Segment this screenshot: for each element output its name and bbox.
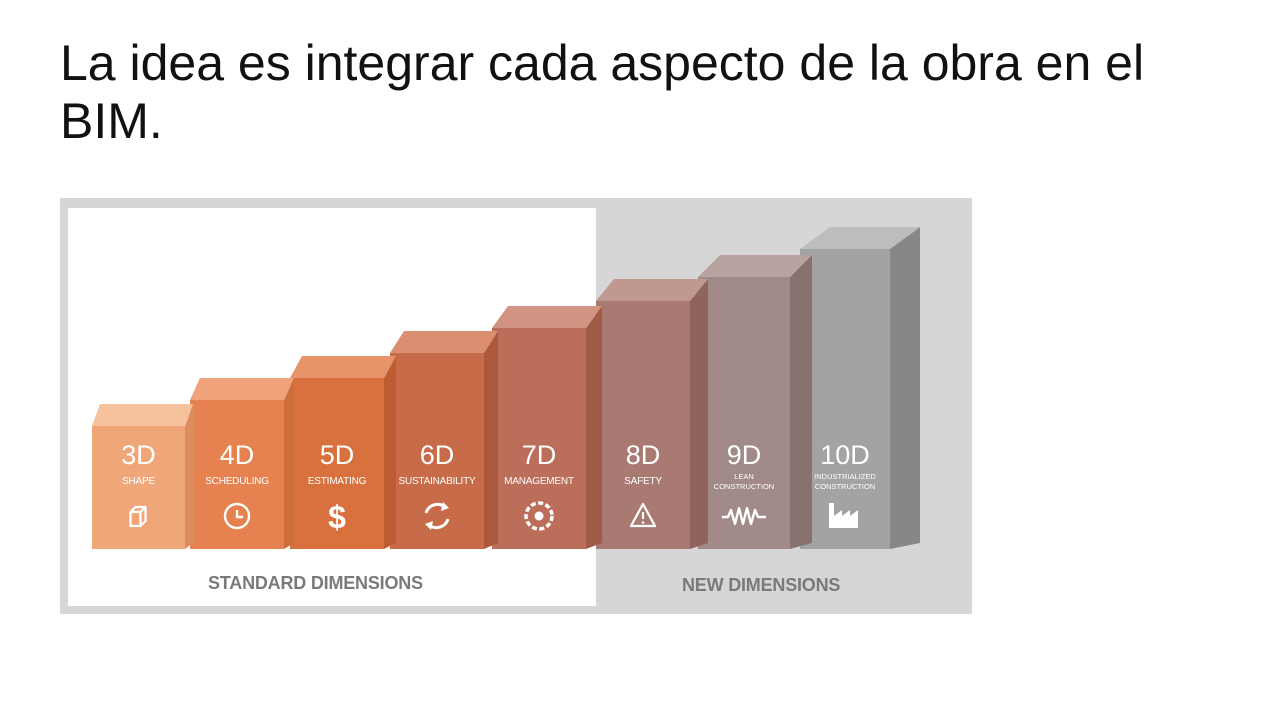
dimension-label: ESTIMATING	[308, 476, 367, 487]
block-side-face	[384, 356, 396, 549]
warning-icon	[629, 502, 657, 528]
dollar-icon: $	[328, 499, 346, 535]
dimension-number: 9D	[727, 440, 762, 470]
dimension-label: MANAGEMENT	[504, 476, 574, 487]
block-top-face	[390, 331, 498, 353]
block-top-face	[92, 404, 193, 426]
block-side-face	[790, 255, 812, 549]
dimension-block-6d: 6D SUSTAINABILITY	[390, 331, 498, 549]
slide-title: La idea es integrar cada aspecto de la o…	[60, 35, 1145, 149]
dimension-number: 7D	[522, 440, 557, 470]
block-top-face	[596, 279, 708, 301]
dimension-label: LEAN	[734, 472, 754, 481]
dimension-number: 8D	[626, 440, 661, 470]
cube-icon	[129, 505, 147, 528]
block-top-face	[698, 255, 812, 277]
wave-icon	[722, 506, 766, 526]
standard-dimensions-label: STANDARD DIMENSIONS	[208, 573, 423, 593]
recycle-icon	[424, 502, 450, 530]
dimension-label: SHAPE	[122, 476, 155, 487]
dimension-label: SAFETY	[624, 476, 662, 487]
dimension-label: SUSTAINABILITY	[398, 476, 476, 487]
dimension-number: 6D	[420, 440, 455, 470]
gear-icon	[524, 501, 554, 531]
block-front-face	[190, 400, 284, 549]
dimension-label: CONSTRUCTION	[714, 482, 774, 491]
block-top-face	[290, 356, 396, 378]
dimension-block-3d: 3D SHAPE	[92, 404, 193, 549]
dimension-block-5d: 5D ESTIMATING $	[290, 356, 396, 549]
block-top-face	[800, 227, 920, 249]
block-front-face	[698, 277, 790, 549]
block-front-face	[596, 301, 690, 549]
dimension-block-7d: 7D MANAGEMENT	[492, 306, 602, 549]
block-side-face	[890, 227, 920, 549]
clock-icon	[223, 502, 251, 530]
dimension-bars: 10DINDUSTRIALIZEDCONSTRUCTION9DLEANCONST…	[92, 227, 920, 549]
dimension-number: 3D	[121, 440, 156, 470]
dimension-number: 10D	[820, 440, 870, 470]
dimension-label: SCHEDULING	[205, 476, 269, 487]
block-side-face	[284, 378, 294, 549]
bim-dimensions-figure: 10D INDUSTRIALIZED CONSTRUCTION 9D LEAN CONST…	[60, 198, 972, 614]
dimension-label: INDUSTRIALIZED	[814, 472, 876, 481]
block-front-face	[290, 378, 384, 549]
factory-icon	[829, 503, 858, 528]
block-front-face	[800, 249, 890, 549]
svg-text:$: $	[328, 499, 346, 535]
dimension-block-8d: 8D SAFETY	[596, 279, 708, 549]
dimension-block-4d: 4D SCHEDULING	[190, 378, 294, 549]
block-front-face	[390, 353, 484, 549]
block-side-face	[690, 279, 708, 549]
block-side-face	[185, 404, 193, 549]
block-top-face	[492, 306, 602, 328]
block-side-face	[484, 331, 498, 549]
dimension-number: 4D	[220, 440, 255, 470]
block-front-face	[92, 426, 185, 549]
dimension-label: CONSTRUCTION	[815, 482, 875, 491]
dimension-number: 5D	[320, 440, 355, 470]
new-dimensions-label: NEW DIMENSIONS	[682, 575, 841, 595]
block-side-face	[586, 306, 602, 549]
block-top-face	[190, 378, 294, 400]
